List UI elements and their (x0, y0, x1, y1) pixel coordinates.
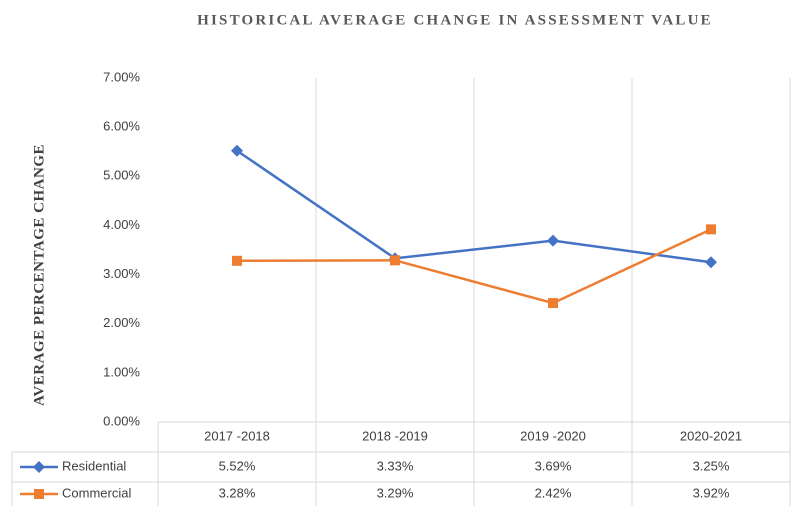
y-tick-label: 1.00% (103, 364, 140, 379)
y-tick-label: 3.00% (103, 266, 140, 281)
table-value: 3.69% (535, 458, 572, 473)
legend-marker (33, 461, 45, 473)
y-tick-label: 7.00% (103, 69, 140, 84)
series-line (236, 149, 712, 264)
legend-marker (34, 489, 44, 499)
table-value: 3.33% (377, 458, 414, 473)
y-tick-label: 4.00% (103, 217, 140, 232)
table-value: 2.42% (535, 485, 572, 500)
point (547, 234, 559, 247)
point (232, 255, 242, 266)
y-tick-label: 6.00% (103, 119, 140, 134)
y-tick-label: 5.00% (103, 168, 140, 183)
point (390, 255, 400, 266)
series-line (236, 228, 712, 305)
point (706, 224, 716, 235)
legend-label: Residential (62, 458, 126, 473)
legend-label: Commercial (62, 485, 131, 500)
x-tick-label: 2020-2021 (680, 428, 742, 443)
table-value: 5.52% (219, 458, 256, 473)
x-tick-label: 2017 -2018 (204, 428, 270, 443)
point (231, 144, 243, 157)
x-tick-label: 2019 -2020 (520, 428, 586, 443)
table-value: 3.92% (693, 485, 730, 500)
point (705, 256, 717, 269)
x-tick-label: 2018 -2019 (362, 428, 428, 443)
y-tick-label: 2.00% (103, 315, 140, 330)
y-axis-label: AVERAGE PERCENTAGE CHANGE (31, 144, 47, 406)
chart-title: HISTORICAL AVERAGE CHANGE IN ASSESSMENT … (197, 12, 713, 28)
y-tick-label: 0.00% (103, 413, 140, 428)
table-value: 3.29% (377, 485, 414, 500)
table-value: 3.25% (693, 458, 730, 473)
point (548, 298, 558, 309)
table-value: 3.28% (219, 485, 256, 500)
